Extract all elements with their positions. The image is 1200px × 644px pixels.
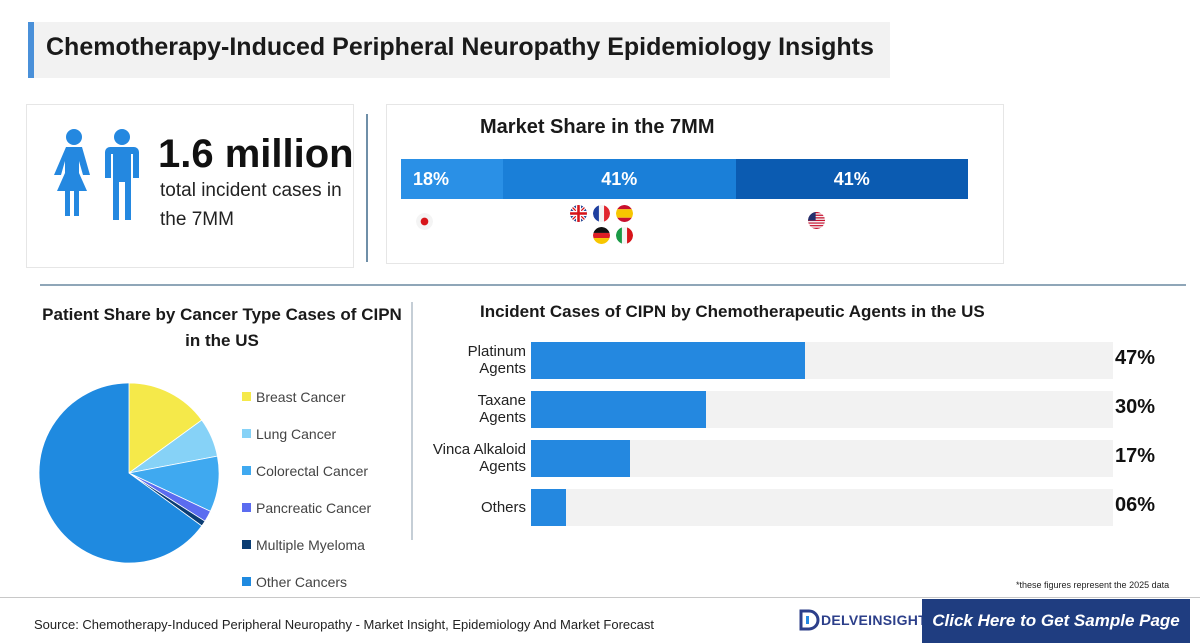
agent-bar-row: Taxane Agents 30% [410,391,1190,435]
market-share-title: Market Share in the 7MM [480,116,715,138]
agent-bar-value: 06% [1115,494,1156,516]
agent-bar-fill [531,440,630,477]
market-share-segment: 18% [401,159,504,199]
chart-divider [411,302,413,540]
market-share-segment: 41% [503,159,736,199]
page-title: Chemotherapy-Induced Peripheral Neuropat… [46,33,874,61]
delveinsight-logo-icon [799,609,820,631]
pie-slice-breast-cancer [128,382,203,474]
legend-label: Pancreatic Cancer [256,499,372,516]
male-female-people-icon [54,129,139,220]
legend-item: Multiple Myeloma [242,526,371,563]
legend-swatch [242,577,251,586]
market-share-segment-label: 41% [833,168,870,189]
agent-bar-track [531,342,1113,379]
incident-caption: total incident cases in the 7MM [160,180,342,230]
agent-bar-fill [531,391,706,428]
agent-bar-row: Vinca Alkaloid Agents 17% [410,440,1190,484]
agent-bar-value: 17% [1115,445,1156,467]
footer-divider [0,597,1200,598]
usa-flag-icon [808,212,825,229]
pie-chart-title: Patient Share by Cancer Type Cases of CI… [42,305,402,350]
market-share-box [386,104,1004,264]
agent-bar-row: Others 06% [410,489,1190,533]
market-share-segment-label: 18% [413,168,450,189]
agent-bar-value: 30% [1115,396,1156,418]
delveinsight-logo: DELVEINSIGHT [797,600,927,640]
get-sample-page-button[interactable]: Click Here to Get Sample Page [922,599,1190,643]
legend-label: Other Cancers [256,573,348,590]
vertical-divider [366,114,368,262]
legend-item: Breast Cancer [242,378,371,415]
legend-swatch [242,503,251,512]
agent-bar-row: Platinum Agents 47% [410,342,1190,386]
pie-legend: Breast Cancer Lung Cancer Colorectal Cance… [242,378,371,600]
agent-bar-track [531,489,1113,526]
legend-swatch [242,429,251,438]
agent-bar-label: Vinca Alkaloid Agents [432,441,526,475]
japan-flag-icon [416,213,433,230]
logo-text: DELVEINSIGHT [821,612,928,628]
legend-item: Pancreatic Cancer [242,489,371,526]
legend-swatch [242,392,251,401]
source-text: Source: Chemotherapy-Induced Peripheral … [34,617,654,632]
agents-chart-title: Incident Cases of CIPN by Chemotherapeut… [480,302,985,321]
uk-flag-icon [570,205,587,222]
legend-item: Lung Cancer [242,415,371,452]
agent-bar-track [531,440,1113,477]
legend-label: Multiple Myeloma [256,536,365,553]
germany-flag-icon [593,227,610,244]
market-share-segment-label: 41% [601,168,638,189]
spain-flag-icon [616,205,633,222]
agent-bar-label: Taxane Agents [477,392,526,426]
agent-bar-fill [531,489,566,526]
legend-item: Colorectal Cancer [242,452,371,489]
legend-label: Breast Cancer [256,388,346,405]
market-share-segment: 41% [735,159,968,199]
italy-flag-icon [616,227,633,244]
agent-bar-track [531,391,1113,428]
header-accent-bar [28,22,34,78]
legend-swatch [242,466,251,475]
france-flag-icon [593,205,610,222]
agent-bar-label: Platinum Agents [467,343,526,377]
header-band [28,22,890,78]
incident-value: 1.6 million [158,132,354,176]
pie-slice-other-cancers [38,382,203,564]
agent-bar-value: 47% [1115,347,1156,369]
pie-chart [38,382,220,564]
legend-swatch [242,540,251,549]
legend-label: Lung Cancer [256,425,337,442]
legend-item: Other Cancers [242,563,371,600]
agent-bar-label: Others [480,499,526,516]
footnote: *these figures represent the 2025 data [1016,580,1170,590]
legend-label: Colorectal Cancer [256,462,369,479]
agent-bar-fill [531,342,805,379]
incident-cases-box [26,104,354,268]
section-divider [40,284,1186,286]
